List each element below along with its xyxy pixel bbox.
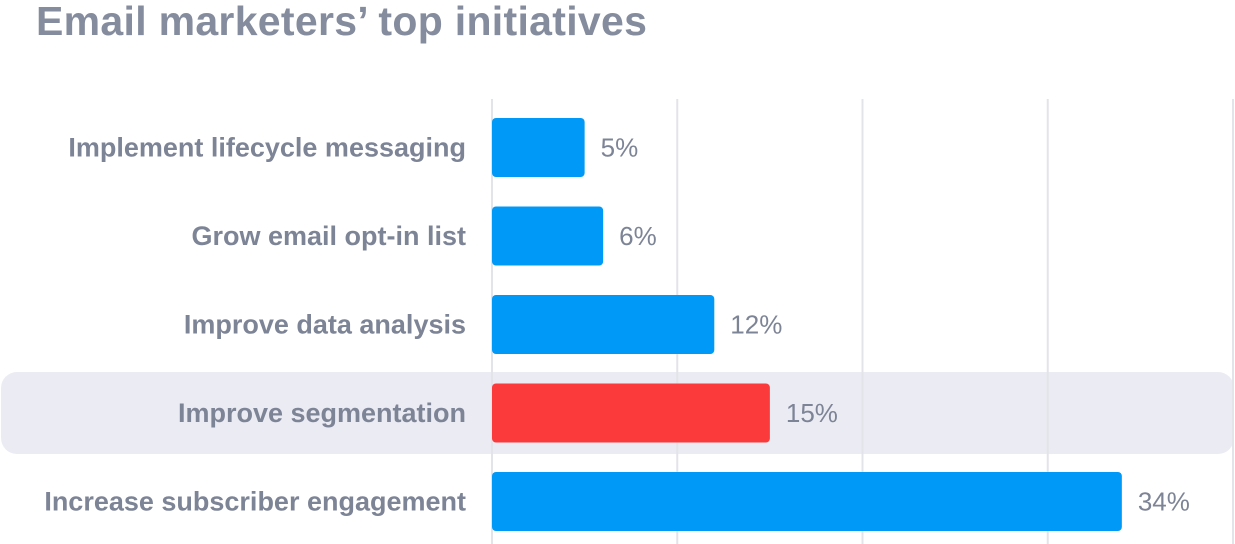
category-label: Improve segmentation — [178, 398, 466, 428]
bar — [492, 118, 585, 177]
value-label: 5% — [601, 133, 639, 163]
bar-highlighted — [492, 383, 770, 443]
bar — [492, 295, 715, 354]
value-label: 6% — [619, 221, 657, 251]
bar — [492, 206, 604, 266]
category-label: Improve data analysis — [184, 310, 466, 340]
value-label: 15% — [786, 398, 838, 428]
category-label: Implement lifecycle messaging — [68, 133, 466, 163]
category-label: Grow email opt-in list — [191, 221, 466, 251]
value-label: 34% — [1138, 487, 1190, 517]
category-label: Increase subscriber engagement — [44, 487, 466, 517]
chart-title: Email marketers’ top initiatives — [36, 0, 648, 44]
value-label: 12% — [730, 310, 782, 340]
bar — [492, 472, 1122, 531]
